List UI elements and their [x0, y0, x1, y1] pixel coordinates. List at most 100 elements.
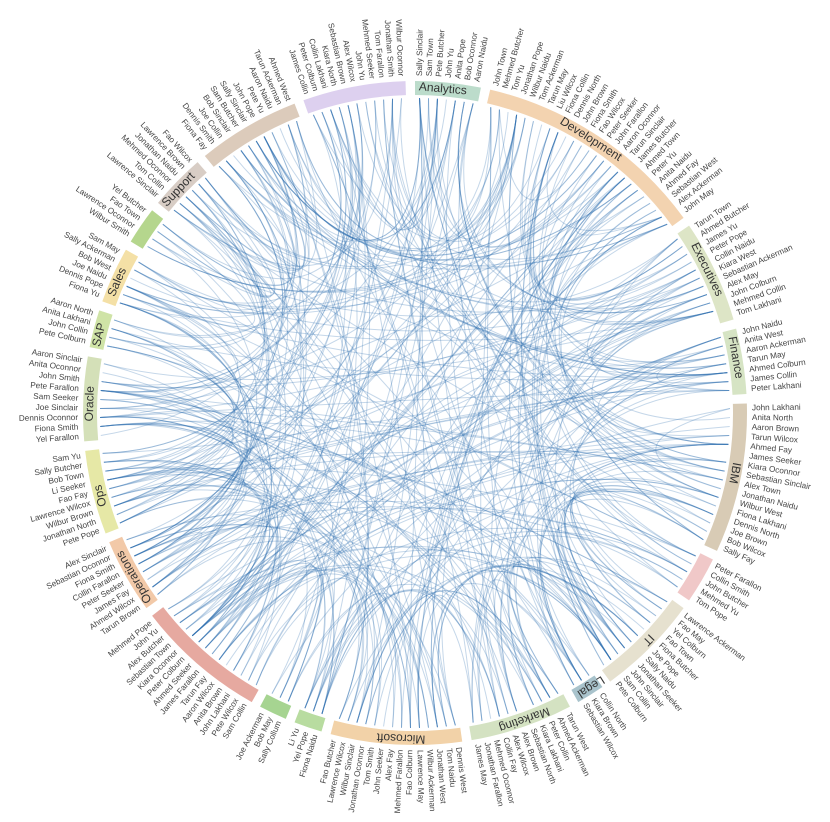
edge	[134, 100, 377, 304]
edge	[471, 269, 696, 723]
edge	[126, 285, 696, 557]
edge	[321, 590, 492, 719]
edge	[191, 189, 639, 637]
edge	[179, 294, 708, 624]
edge	[113, 489, 374, 725]
edge	[111, 484, 326, 709]
edge	[240, 150, 727, 369]
edge	[100, 416, 668, 603]
edge	[218, 98, 429, 660]
edge	[563, 363, 727, 649]
edge	[111, 328, 279, 671]
edge	[185, 145, 307, 630]
edge	[417, 216, 662, 729]
edge	[478, 443, 729, 721]
edge	[100, 253, 688, 418]
edge	[100, 390, 723, 481]
edge	[500, 381, 729, 712]
edge	[185, 140, 306, 271]
edge	[347, 443, 729, 721]
edge	[157, 231, 375, 725]
edge	[198, 107, 492, 268]
edge	[138, 238, 258, 565]
edge	[130, 524, 456, 726]
member-name: Anita North	[752, 413, 794, 423]
edge	[590, 285, 725, 369]
edge	[536, 294, 708, 681]
group-label: Oracle	[82, 386, 97, 422]
edge	[564, 481, 717, 643]
edge	[134, 434, 730, 557]
edge	[263, 107, 361, 243]
edge	[218, 478, 719, 660]
edge	[185, 196, 336, 712]
member-name: Lawrence May	[416, 750, 426, 804]
edge	[457, 101, 719, 498]
edge	[321, 535, 683, 715]
edge	[103, 269, 242, 463]
group-arc	[330, 720, 463, 746]
edge	[107, 160, 605, 481]
edge	[255, 527, 683, 686]
group-arc	[152, 607, 259, 703]
edge	[113, 103, 363, 336]
edge	[107, 345, 235, 481]
edge	[304, 336, 721, 709]
edge	[204, 136, 309, 268]
edge	[100, 423, 282, 681]
edge	[312, 114, 509, 715]
edge	[204, 336, 721, 649]
edge	[537, 470, 723, 686]
edge	[312, 114, 714, 323]
edge	[138, 196, 269, 565]
edge	[147, 136, 567, 292]
edge	[102, 103, 363, 454]
edge	[157, 202, 272, 298]
edge	[263, 136, 597, 256]
edge	[119, 498, 412, 728]
edge	[113, 107, 352, 507]
edge	[130, 114, 518, 549]
edge	[173, 434, 730, 617]
edge	[107, 467, 696, 557]
edge	[100, 423, 271, 655]
edge	[457, 101, 708, 314]
edge	[304, 592, 447, 727]
edge	[507, 563, 626, 694]
edge	[557, 485, 714, 666]
edge	[515, 459, 727, 698]
edge	[569, 477, 719, 617]
edge	[119, 253, 688, 524]
edge	[356, 302, 711, 723]
edge	[162, 150, 297, 286]
edge	[296, 120, 626, 649]
member-name: Sam Town	[425, 38, 436, 77]
edge	[417, 594, 483, 729]
edge	[436, 98, 729, 445]
edge	[321, 223, 668, 715]
edge	[321, 98, 438, 231]
edge	[147, 535, 365, 721]
edge	[179, 559, 319, 698]
edge	[570, 489, 708, 610]
edge	[546, 171, 696, 557]
edge	[119, 99, 447, 318]
edge	[536, 209, 657, 660]
edge	[198, 114, 518, 643]
edge	[392, 98, 582, 681]
edge	[401, 171, 619, 728]
group-label: Microsoft	[376, 730, 426, 746]
group-arc	[677, 553, 713, 601]
edge	[564, 484, 714, 643]
edge	[431, 564, 645, 728]
edge	[536, 189, 639, 649]
edge	[418, 98, 456, 726]
edge	[554, 183, 704, 541]
edge	[383, 269, 696, 727]
edge	[101, 285, 239, 389]
edge	[477, 560, 651, 721]
edge	[134, 202, 268, 557]
edge	[586, 238, 729, 384]
edge	[111, 381, 729, 498]
edge	[533, 132, 730, 392]
